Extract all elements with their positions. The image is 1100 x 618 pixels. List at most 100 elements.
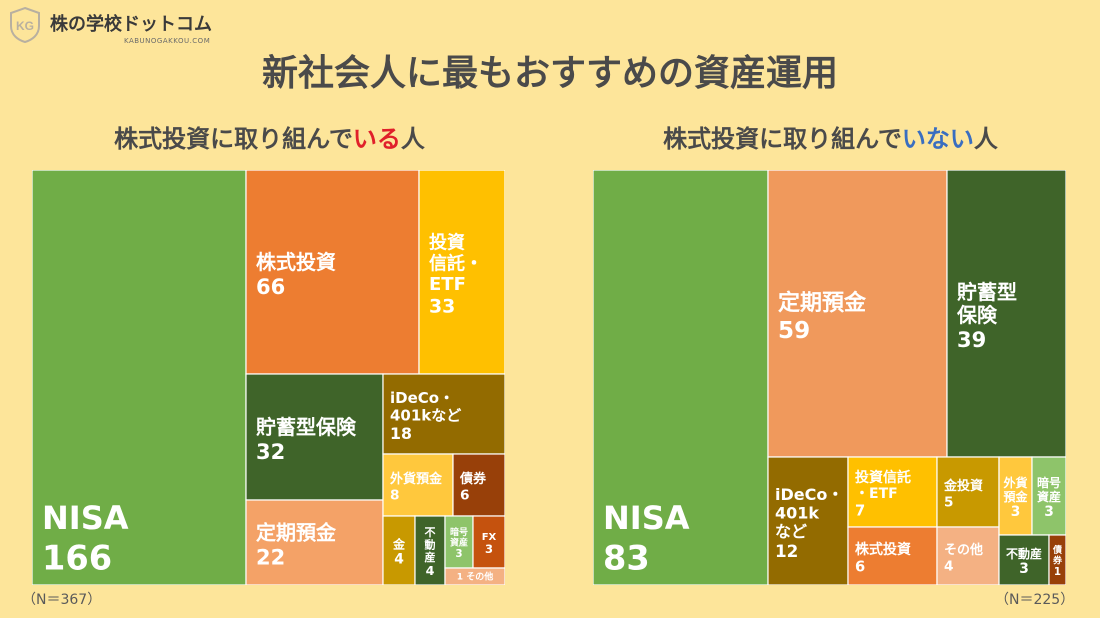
chart-title-right-post: 人 [973,125,998,153]
treemap-tile-rect [998,456,1033,536]
shield-logo-icon: KG [10,6,40,44]
treemap-tile-value: 18 [390,424,412,443]
treemap-tile-label: その他 [944,542,983,558]
treemap-tile-rect [444,515,474,569]
treemap-tile-rect [382,515,416,585]
treemap-tile-value: 3 [485,542,493,556]
treemap-tile: 債券6 [452,453,505,517]
treemap-tile-rect [452,453,505,517]
treemap-tile-label: 券 [1052,555,1063,567]
treemap-tile-value: 3 [1019,561,1029,577]
treemap-tile-label: 資産 [450,537,468,549]
treemap-tile-rect [767,456,849,585]
treemap-tile-rect [382,453,454,517]
chart-title-left-pre: 株式投資に取り組んで [114,125,353,153]
treemap-tile-rect [245,170,420,375]
treemap-tile-label: ETF [429,274,466,295]
treemap-tile-label: 401k [775,504,819,523]
treemap-tile-value: 3 [1011,504,1021,520]
chart-title-right-pre: 株式投資に取り組んで [663,125,902,153]
treemap-tile-label: 株式投資 [256,250,336,274]
treemap-tile-value: 4 [394,552,404,568]
treemap-tile-label: 外貨預金 [389,471,443,487]
treemap-tile-rect [414,515,446,585]
treemap-tile-label: NISA [603,499,690,537]
treemap-tile-label: iDeCo・ [775,485,843,504]
brand-url: KABUNOGAKKOU.COM [124,37,211,45]
treemap-tile-value: 7 [855,502,865,519]
treemap-tile-value: 39 [957,328,986,352]
treemap-tile-label: 動 [425,538,436,552]
treemap-tile-value: 4 [944,558,954,574]
treemap-tile-rect [936,526,1000,585]
treemap-right: NISA83定期預金59貯蓄型保険39iDeCo・401kなど12投資信託・ET… [593,170,1066,585]
sample-size-left: （N＝367） [22,592,102,608]
treemap-tile-label: NISA [42,499,129,537]
treemap-tile-label: 貯蓄型 [957,280,1017,304]
treemap-tile-label: 暗号 [450,526,468,538]
chart-title-left: 株式投資に取り組んでいる人 [32,119,507,154]
chart-title-left-post: 人 [400,125,425,153]
treemap-tile-rect [847,526,938,585]
treemap-tile-label: 産 [425,550,436,564]
treemap-tile-rect [472,515,505,569]
treemap-tile-rect [444,567,505,585]
brand-name: 株の学校ドットコム [50,14,212,35]
sample-size-right: （N＝225） [995,592,1075,608]
treemap-tile-label: 定期預金 [778,290,867,316]
treemap-tile-label: 401kなど [390,406,461,424]
treemap-tile-value: 32 [256,440,285,464]
treemap-tile-rect [767,170,948,458]
treemap-tile-label: 投資信託 [855,469,911,486]
treemap-tile-label: 暗号 [1037,475,1061,490]
treemap-tile-value: 4 [426,563,435,578]
treemap-tile-value: 5 [944,494,954,510]
treemap-tile-label: 金投資 [943,478,983,494]
treemap-tile-value: 12 [775,541,798,561]
treemap-tile-value: 59 [778,318,810,344]
brand-logo: KG 株の学校ドットコム KABUNOGAKKOU.COM [8,6,212,46]
page-title: 新社会人に最もおすすめの資産運用 [261,53,838,94]
treemap-left: NISA166株式投資66投資信託・ETF33貯蓄型保険32iDeCo・401k… [32,170,505,585]
treemap-tile-rect [382,373,505,455]
treemap-tile-rect [32,170,247,585]
treemap-tile-label: 外貨 [1003,475,1027,490]
treemap-tile-rect [1048,534,1066,585]
treemap-tile-rect [998,534,1050,585]
treemap-tile-value: 8 [390,487,400,503]
svg-text:KG: KG [16,19,34,33]
treemap-tile-label: 保険 [956,303,998,327]
treemap-tile-value: 6 [855,558,865,575]
treemap-tile-label: 資産 [1037,489,1061,504]
treemap-tile-value: 33 [429,296,455,318]
treemap-tile-value: 22 [256,546,285,570]
treemap-tile-value: 6 [460,487,470,503]
treemap-tile-value: 3 [1044,504,1054,520]
treemap-tile-value: 83 [603,538,650,577]
treemap-tile: 債券1 [1048,534,1066,585]
treemap-tile-label: 定期預金 [256,520,337,544]
treemap-tile-rect [946,170,1066,458]
treemap-tile-value: 3 [455,548,462,560]
treemap-tile-value: 66 [256,275,285,299]
treemap-tile-value: 1 [1054,566,1061,578]
treemap-tile-label: ・ETF [855,486,898,502]
treemap-tile-rect [245,373,384,501]
